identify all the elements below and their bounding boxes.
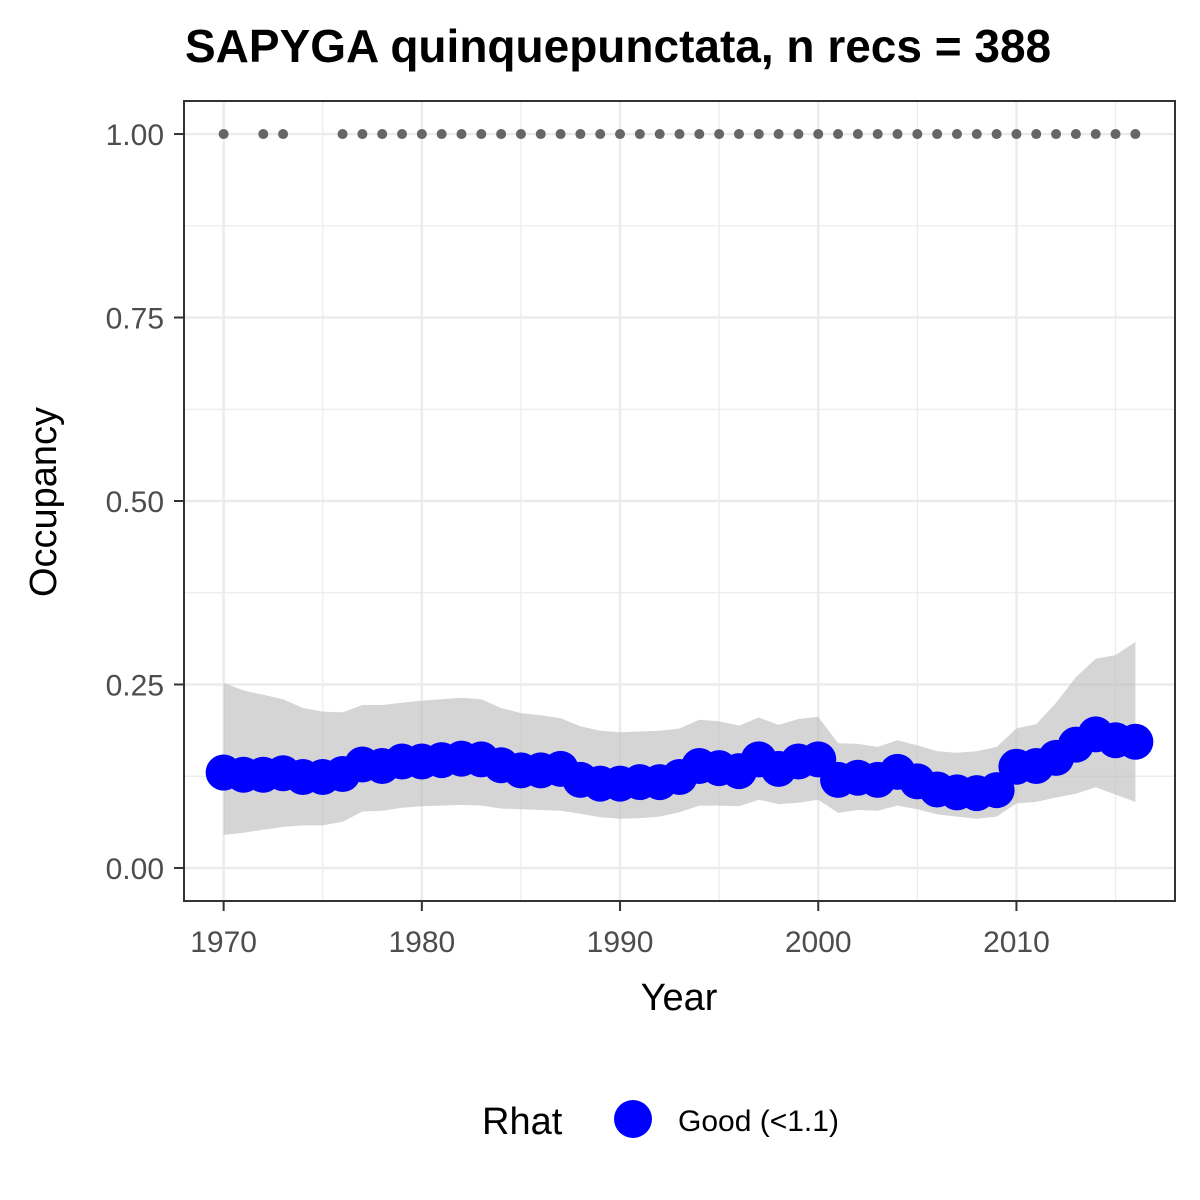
record-point [377, 129, 388, 140]
record-point [991, 129, 1002, 140]
y-tick-label: 0.00 [106, 853, 164, 886]
record-point [654, 129, 665, 140]
record-point [278, 129, 289, 140]
y-tick-label: 0.75 [106, 303, 164, 336]
record-point [1090, 129, 1101, 140]
x-tick-label: 1990 [587, 926, 654, 959]
x-tick-label: 2010 [983, 926, 1050, 959]
record-point [476, 129, 487, 140]
x-tick-label: 1970 [190, 926, 257, 959]
record-point [714, 129, 725, 140]
x-tick-label: 2000 [785, 926, 852, 959]
record-point [694, 129, 705, 140]
occupancy-point [978, 772, 1015, 809]
record-point [1051, 129, 1062, 140]
record-point [258, 129, 269, 140]
record-point [833, 129, 844, 140]
occupancy-point [1117, 723, 1154, 760]
legend: Rhat Good (<1.1) [482, 1100, 839, 1143]
record-point [357, 129, 368, 140]
record-point [595, 129, 606, 140]
legend-key-good [614, 1100, 652, 1138]
record-point [1110, 129, 1121, 140]
record-point [932, 129, 943, 140]
record-point [753, 129, 764, 140]
record-point [555, 129, 566, 140]
record-point [397, 129, 408, 140]
record-point [852, 129, 863, 140]
y-axis-ticks: 0.00 0.25 0.50 0.75 1.00 [106, 119, 184, 886]
record-point [1070, 129, 1081, 140]
record-point [535, 129, 546, 140]
occupancy-points-layer [205, 716, 1154, 812]
record-point [337, 129, 348, 140]
record-point [615, 129, 626, 140]
record-point [515, 129, 526, 140]
x-tick-label: 1980 [388, 926, 455, 959]
record-point [416, 129, 427, 140]
record-point [892, 129, 903, 140]
record-point [951, 129, 962, 140]
x-axis-title: Year [641, 977, 718, 1019]
y-tick-label: 0.50 [106, 486, 164, 519]
y-tick-label: 1.00 [106, 119, 164, 152]
record-point [496, 129, 507, 140]
record-point [575, 129, 586, 140]
record-point [733, 129, 744, 140]
y-tick-label: 0.25 [106, 669, 164, 702]
legend-label-good: Good (<1.1) [678, 1105, 839, 1138]
record-point [456, 129, 467, 140]
record-point [793, 129, 804, 140]
y-axis-title: Occupancy [23, 407, 65, 597]
chart-title: SAPYGA quinquepunctata, n recs = 388 [185, 20, 1051, 72]
record-point [1130, 129, 1141, 140]
legend-title: Rhat [482, 1101, 563, 1143]
record-point [436, 129, 447, 140]
record-point [674, 129, 685, 140]
record-points-layer [218, 129, 1141, 140]
record-point [773, 129, 784, 140]
x-axis-ticks: 1970 1980 1990 2000 2010 [190, 901, 1050, 959]
record-point [1011, 129, 1022, 140]
record-point [872, 129, 883, 140]
record-point [1031, 129, 1042, 140]
record-point [971, 129, 982, 140]
record-point [813, 129, 824, 140]
record-point [912, 129, 923, 140]
record-point [218, 129, 229, 140]
record-point [634, 129, 645, 140]
